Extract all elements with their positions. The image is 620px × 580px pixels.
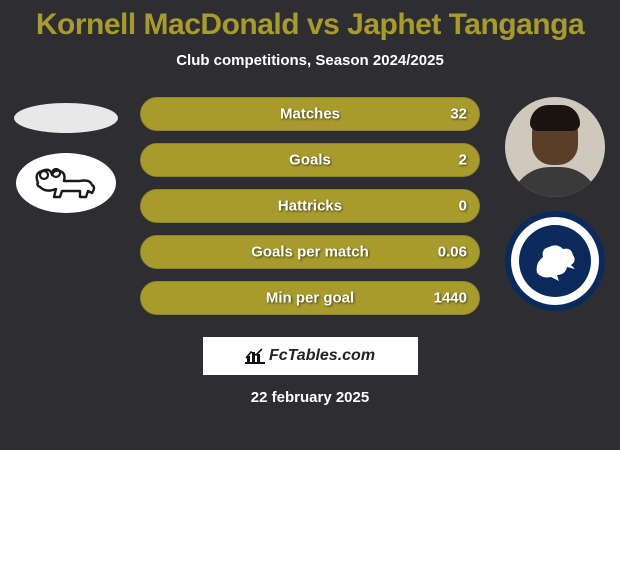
stat-value-right: 32 (450, 106, 467, 123)
stat-value-right: 1440 (434, 290, 467, 307)
stat-bars: Matches 32 Goals 2 Hattricks 0 Goals per match… (140, 97, 480, 327)
stat-value-right: 0 (459, 198, 467, 215)
player2-name: Japhet Tanganga (347, 8, 584, 41)
ram-icon (30, 163, 102, 203)
player2-club-badge (505, 211, 605, 311)
stat-value-right: 2 (459, 152, 467, 169)
vs-separator: vs (307, 8, 339, 41)
player1-name: Kornell MacDonald (36, 8, 299, 41)
brand-box[interactable]: FcTables.com (203, 337, 418, 375)
subtitle: Club competitions, Season 2024/2025 (0, 52, 620, 69)
player1-club-badge (16, 153, 116, 213)
bar-chart-icon (245, 348, 265, 364)
right-player-column (497, 97, 612, 311)
player1-avatar-placeholder (14, 103, 118, 133)
stat-row: Goals per match 0.06 (140, 235, 480, 269)
stat-row: Hattricks 0 (140, 189, 480, 223)
stat-row: Goals 2 (140, 143, 480, 177)
stat-row: Min per goal 1440 (140, 281, 480, 315)
page-title: Kornell MacDonald vs Japhet Tanganga (0, 0, 620, 42)
stat-label: Min per goal (266, 290, 354, 307)
brand-text: FcTables.com (269, 347, 375, 365)
stat-label: Matches (280, 106, 340, 123)
footer-date: 22 february 2025 (0, 389, 620, 406)
stat-value-right: 0.06 (438, 244, 467, 261)
stat-label: Hattricks (278, 198, 342, 215)
comparison-panel: Kornell MacDonald vs Japhet Tanganga Clu… (0, 0, 620, 450)
stat-label: Goals (289, 152, 331, 169)
stat-label: Goals per match (251, 244, 369, 261)
lion-icon (527, 233, 583, 289)
millwall-roundel-icon (519, 225, 591, 297)
stat-row: Matches 32 (140, 97, 480, 131)
left-player-column (8, 97, 123, 213)
derby-shield-icon (16, 153, 116, 213)
content-area: Matches 32 Goals 2 Hattricks 0 Goals per match… (0, 97, 620, 327)
player2-avatar (505, 97, 605, 197)
